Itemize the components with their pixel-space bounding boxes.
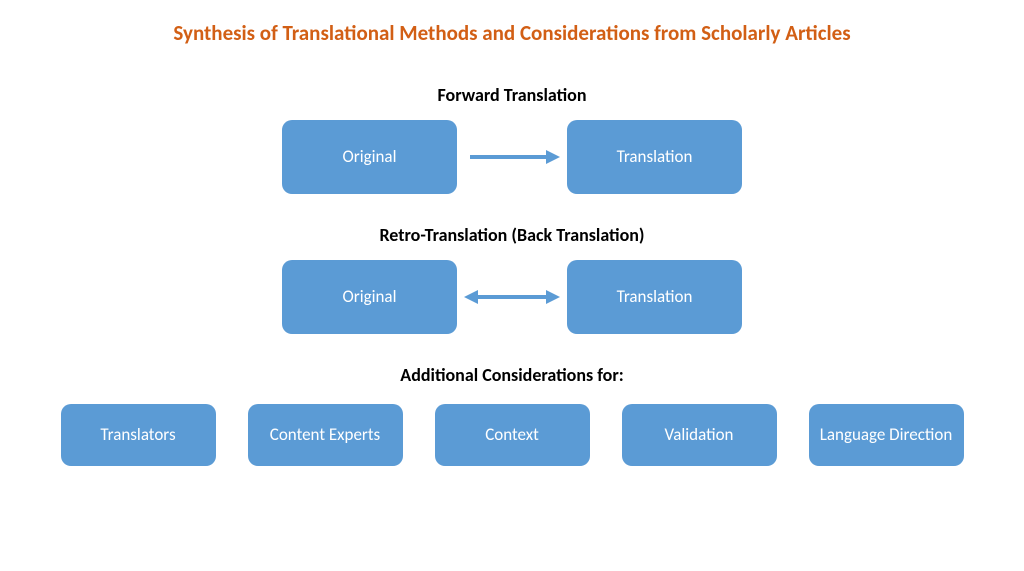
retro-original-box: Original [282,260,457,334]
consideration-context: Context [435,404,590,466]
forward-translation-box: Translation [567,120,742,194]
forward-original-box: Original [282,120,457,194]
consideration-language-direction: Language Direction [809,404,964,466]
retro-row: Original Translation [0,260,1024,334]
consideration-validation: Validation [622,404,777,466]
considerations-section-label: Additional Considerations for: [0,364,1024,386]
retro-section-label: Retro-Translation (Back Translation) [0,224,1024,246]
page-title: Synthesis of Translational Methods and C… [0,0,1024,46]
retro-arrow [457,260,567,334]
considerations-row: Translators Content Experts Context Vali… [0,404,1024,466]
forward-row: Original Translation [0,120,1024,194]
forward-arrow [457,120,567,194]
forward-section-label: Forward Translation [0,84,1024,106]
consideration-translators: Translators [61,404,216,466]
retro-translation-box: Translation [567,260,742,334]
consideration-content-experts: Content Experts [248,404,403,466]
